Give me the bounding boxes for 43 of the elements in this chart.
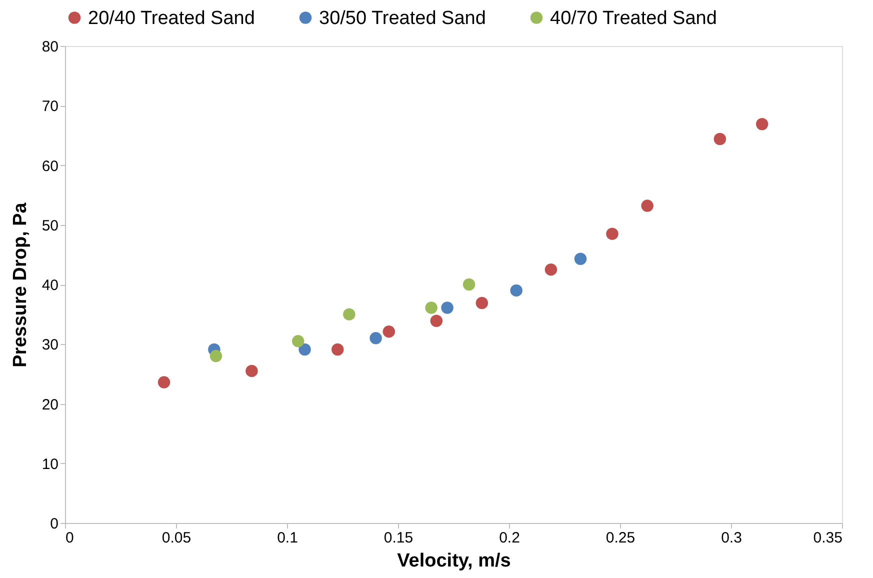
point: [756, 118, 768, 130]
point: [476, 296, 488, 310]
x-tick-label: 0: [66, 530, 74, 546]
point: [370, 332, 382, 344]
point: [641, 200, 654, 212]
y-tick-label: 20: [42, 396, 58, 414]
x-tick-label: 0.2: [499, 530, 520, 546]
y-axis-title: Pressure Drop, Pa: [10, 202, 31, 368]
point: [210, 350, 222, 362]
legend-label: 40/70 Treated Sand: [550, 8, 717, 29]
point: [425, 302, 438, 314]
x-tick-label: 0.05: [162, 530, 192, 546]
point: [292, 335, 304, 348]
point: [246, 364, 258, 378]
point: [343, 308, 356, 320]
legend-label: 30/50 Treated Sand: [319, 8, 486, 29]
point: [462, 278, 476, 291]
y-tick-label: 0: [50, 516, 58, 532]
y-tick-label: 40: [42, 277, 58, 294]
x-tick-label: 0.1: [277, 530, 298, 546]
point: [430, 314, 443, 327]
point: [606, 228, 618, 240]
point: [382, 325, 396, 338]
point: [510, 284, 522, 297]
point: [441, 302, 454, 314]
y-tick-label: 50: [42, 217, 58, 234]
point: [544, 263, 558, 276]
y-tick-label: 30: [42, 336, 58, 354]
point: [331, 343, 344, 356]
y-tick-label: 80: [42, 38, 58, 56]
y-tick-label: 10: [42, 456, 58, 473]
x-tick-label: 0.25: [606, 530, 636, 546]
legend-label: 20/40 Treated Sand: [88, 8, 255, 29]
point: [298, 343, 311, 356]
x-tick-label: 0.15: [384, 530, 414, 546]
point: [158, 376, 170, 388]
y-tick-label: 60: [42, 158, 58, 175]
x-tick-label: 0.35: [813, 530, 842, 546]
point: [574, 252, 587, 265]
x-axis-title: Velocity, m/s: [397, 550, 511, 572]
point: [714, 132, 726, 146]
x-tick-label: 0.3: [721, 530, 742, 546]
y-tick-label: 70: [42, 98, 58, 116]
